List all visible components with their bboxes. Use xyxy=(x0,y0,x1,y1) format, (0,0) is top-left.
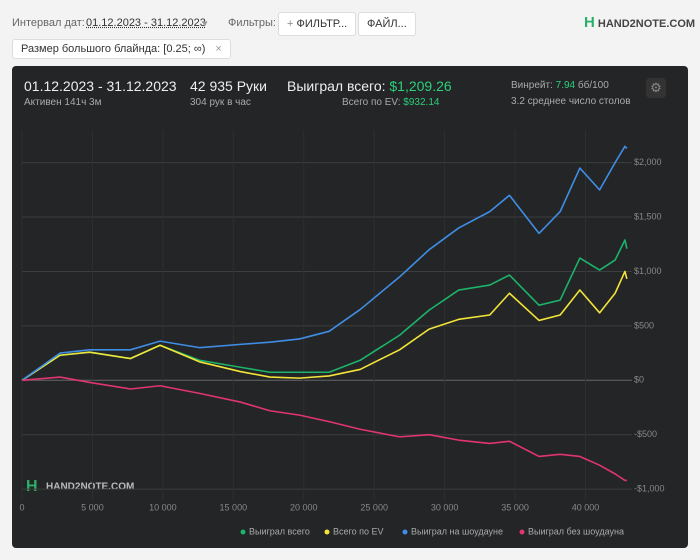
legend-label: Выиграл без шоудауна xyxy=(528,526,624,536)
watermark: HAND2NOTE.COM xyxy=(46,482,134,493)
legend-marker xyxy=(519,529,525,535)
y-tick-label: $2,000 xyxy=(634,157,662,167)
x-tick-label: 20 000 xyxy=(290,502,318,512)
y-tick-label: $0 xyxy=(634,375,644,385)
series-line xyxy=(21,239,628,381)
filter-button[interactable]: + ФИЛЬТР... xyxy=(278,12,357,36)
watermark-icon: H xyxy=(26,478,38,495)
ev-label: Всего по EV: xyxy=(342,97,401,108)
chart: HAND2NOTE.COM H -$1,000 -$500 $0 $500 $1,000… xyxy=(19,130,665,536)
x-tick-label: 5 000 xyxy=(81,502,104,512)
y-tick-label: $500 xyxy=(634,320,654,330)
file-button-text: ФАЙЛ... xyxy=(367,18,407,30)
stats-panel: 01.12.2023 - 31.12.2023 Активен 141ч 3м … xyxy=(12,66,688,548)
legend-label: Выиграл на шоудауне xyxy=(411,526,503,536)
filter-button-text: ФИЛЬТР... xyxy=(296,18,348,30)
legend-marker xyxy=(324,529,330,535)
period: 01.12.2023 - 31.12.2023 xyxy=(24,78,177,94)
winrate-label: Винрейт: xyxy=(511,80,553,91)
logo-text: HAND2NOTE.COM xyxy=(597,18,696,30)
series-line xyxy=(21,270,628,381)
winrate-unit: бб/100 xyxy=(577,80,609,91)
filter-chip[interactable]: Размер большого блайнда: [0.25; ∞) × xyxy=(12,39,231,59)
x-tick-label: 25 000 xyxy=(360,502,388,512)
won-label: Выиграл всего: xyxy=(287,78,386,94)
winrate-value: 7.94 xyxy=(555,80,576,91)
y-tick-label: -$1,000 xyxy=(634,483,665,493)
dropdown-arrow[interactable]: ▾ xyxy=(202,18,208,30)
series-line xyxy=(21,376,627,482)
series-line xyxy=(21,145,628,381)
x-tick-label: 30 000 xyxy=(431,502,459,512)
hands: 42 935 Руки xyxy=(190,78,267,94)
ev-value: $932.14 xyxy=(403,97,440,108)
x-tick-label: 40 000 xyxy=(572,502,600,512)
logo[interactable]: H HAND2NOTE.COM xyxy=(584,14,696,31)
y-tick-label: -$500 xyxy=(634,429,657,439)
hands-per-hour: 304 рук в час xyxy=(190,97,251,108)
file-button[interactable]: ФАЙЛ... xyxy=(358,12,416,36)
y-tick-label: $1,500 xyxy=(634,211,662,221)
tables: 3.2 среднее число столов xyxy=(511,96,631,107)
date-label: Интервал дат: xyxy=(12,17,85,29)
legend-marker xyxy=(402,529,408,535)
y-tick-label: $1,000 xyxy=(634,266,662,276)
legend-label: Выиграл всего xyxy=(249,526,310,536)
legend-marker xyxy=(240,529,246,535)
x-tick-label: 35 000 xyxy=(501,502,529,512)
settings-button[interactable]: ⚙ xyxy=(646,78,666,98)
x-tick-label: 0 xyxy=(19,502,24,512)
x-tick-label: 15 000 xyxy=(220,502,248,512)
filter-chip-text: Размер большого блайнда: [0.25; ∞) xyxy=(21,43,206,55)
filters-label: Фильтры: xyxy=(228,17,276,29)
won-value: $1,209.26 xyxy=(389,78,452,94)
x-tick-label: 10 000 xyxy=(149,502,177,512)
active-time: Активен 141ч 3м xyxy=(24,97,102,108)
date-range[interactable]: 01.12.2023 - 31.12.2023 xyxy=(86,17,206,29)
legend-label: Всего по EV xyxy=(333,526,383,536)
